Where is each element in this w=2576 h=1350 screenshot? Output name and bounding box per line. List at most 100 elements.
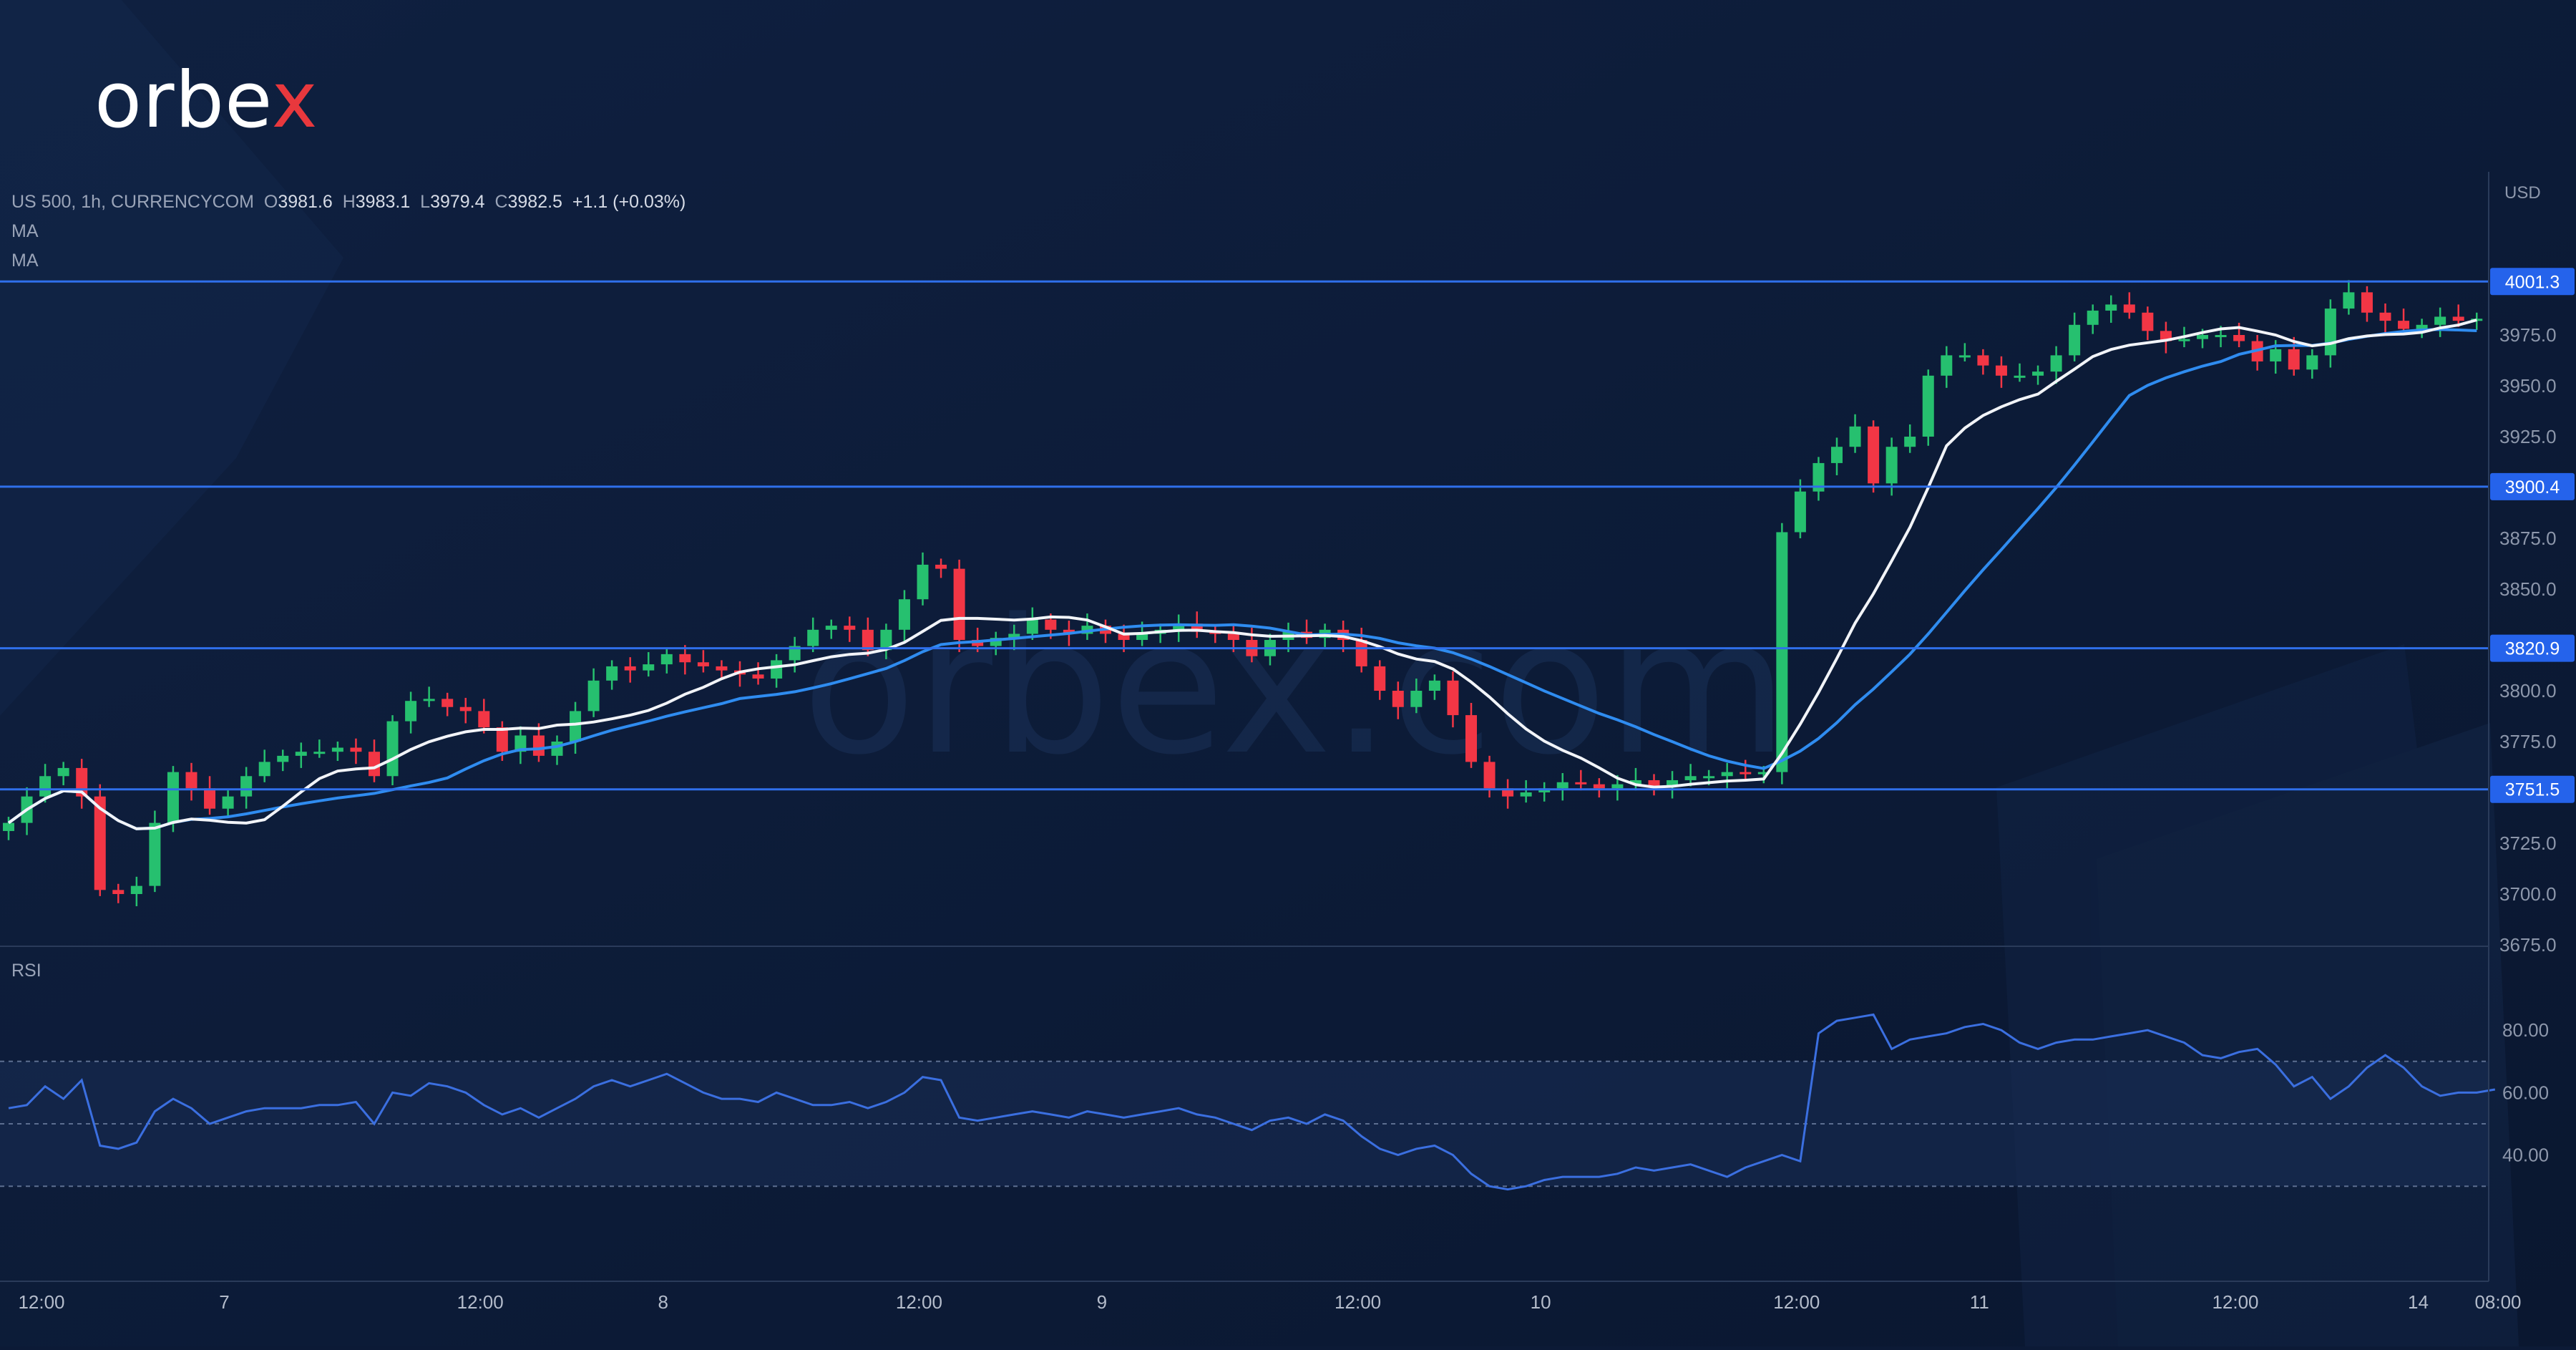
time-tick-label: 12:00 [896,1291,942,1313]
candle-body [2270,349,2282,361]
candle-body [1173,623,1185,630]
candle-body [1374,666,1386,691]
candle-body [204,788,216,809]
candle-body [1556,782,1568,789]
candle-body [2050,355,2062,372]
candle-body [277,755,289,762]
candle-body [1648,780,1660,787]
legend-ma-fast[interactable]: MA [11,221,39,241]
candle-body [2361,292,2373,313]
candle-body [1593,784,1605,789]
price-tick-label: 3675.0 [2499,934,2557,956]
candle-body [1520,792,1532,797]
time-tick-label: 12:00 [457,1291,504,1313]
legend-ma-slow[interactable]: MA [11,251,39,271]
candle-body [716,666,728,671]
rsi-tick-label: 40.00 [2502,1145,2549,1166]
time-tick-label: 12:00 [18,1291,64,1313]
candle-body [1465,715,1477,762]
level-label: 3900.4 [2505,477,2560,497]
candle-body [2215,335,2227,337]
candle-body [752,674,764,679]
price-tick-label: 3850.0 [2499,578,2557,600]
candle-body [825,626,837,630]
candle-body [643,664,655,671]
time-tick-label: 11 [1970,1291,1989,1313]
candle-body [240,776,253,797]
candle-body [1794,491,1806,533]
candle-body [898,599,910,630]
price-pane [0,280,2489,907]
candle-body [917,564,929,600]
candle-body [459,706,472,712]
candle-body [514,735,527,752]
candle-body [2416,324,2428,329]
candle-body [570,711,582,742]
candle-body [935,564,947,569]
candle-body [1355,640,1367,666]
level-tag [2490,634,2575,662]
candle-body [1958,355,1971,358]
candle-body [2069,324,2081,356]
level-tag [2490,775,2575,803]
price-tick-label: 3925.0 [2499,426,2557,447]
close-value: 3982.5 [507,192,562,212]
candle-body [1410,691,1423,707]
close-label: C [494,192,508,212]
candle-body [2398,321,2410,329]
candle-body [2197,335,2208,339]
legend-ohlc-row: US 500, 1h, CURRENCYCOM O3981.6 H3983.1 … [11,188,686,217]
candle-body [1428,680,1440,691]
candle-body [660,654,673,665]
candle-body [1667,780,1679,787]
candle-body [1118,633,1130,640]
candle-body [313,752,326,754]
candle-body [880,629,892,651]
rsi-tick-label: 80.00 [2502,1019,2549,1041]
candle-body [1392,691,1404,707]
candle-body [532,735,545,756]
candle-body [405,701,417,722]
candle-body [1849,426,1861,447]
symbol-label[interactable]: US 500, 1h, CURRENCYCOM [11,192,254,212]
rsi-pane [0,1013,2496,1191]
candle-body [423,699,435,701]
candle-body [331,747,343,752]
rsi-legend[interactable]: RSI [11,961,42,981]
time-tick-label: 08:00 [2474,1291,2521,1313]
candle-body [1977,355,1989,366]
candle-body [57,767,69,777]
candle-body [258,762,270,777]
candle-body [1502,788,1514,797]
candle-body [2087,310,2099,325]
time-tick-label: 14 [2408,1291,2429,1313]
candle-body [1941,355,1953,376]
time-tick-label: 12:00 [1773,1291,1820,1313]
orbex-logo: orbex [94,56,318,145]
price-tick-label: 3700.0 [2499,883,2557,905]
candle-body [2306,355,2318,370]
candle-body [369,752,380,777]
time-tick-label: 9 [1097,1291,1107,1313]
candle-body [1813,462,1825,492]
candle-body [2123,304,2135,313]
price-tick-label: 3725.0 [2499,832,2557,854]
candle-body [1885,447,1898,484]
candle-body [2434,316,2446,325]
candle-body [1227,633,1239,640]
candle-body [1831,447,1843,463]
candle-body [3,822,14,831]
price-tick-label: 3800.0 [2499,680,2557,701]
currency-label: USD [2504,183,2541,203]
time-tick-label: 12:00 [1335,1291,1381,1313]
open-value: 3981.6 [278,192,333,212]
candle-body [679,654,691,663]
candle-body [1868,426,1880,484]
rsi-tick-label: 60.00 [2502,1082,2549,1103]
candle-body [1447,680,1459,716]
ma-fast-line [7,319,2477,830]
candle-body [478,711,490,728]
price-tick-label: 3975.0 [2499,324,2557,346]
candle-body [1063,629,1075,634]
